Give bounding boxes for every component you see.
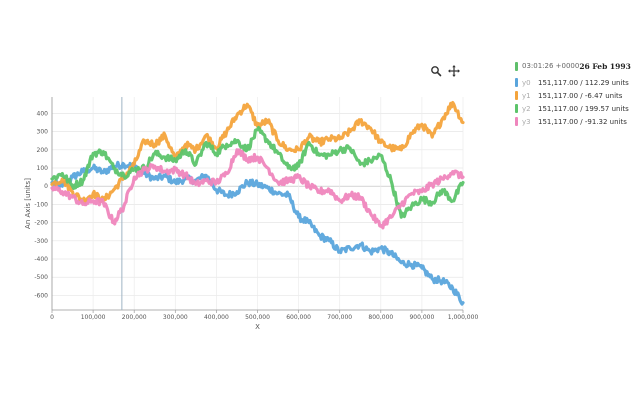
legend-item-y1[interactable]: y1 151,117.00 / -6.47 units xyxy=(515,89,631,102)
legend-series-value: 151,117.00 / -6.47 units xyxy=(538,91,623,100)
legend-swatch xyxy=(515,104,518,113)
legend-series-name: y1 xyxy=(522,91,531,100)
x-tick-label: 200,000 xyxy=(122,314,147,321)
legend-series-value: 151,117.00 / -91.32 units xyxy=(538,117,627,126)
legend-swatch xyxy=(515,117,518,126)
series-line-y2 xyxy=(50,125,465,219)
y-tick-label: -100 xyxy=(34,201,48,208)
x-tick-label: 0 xyxy=(50,314,54,321)
x-tick-label: 700,000 xyxy=(327,314,352,321)
legend-series-name: y2 xyxy=(522,104,531,113)
search-icon[interactable] xyxy=(430,65,442,77)
x-tick-label: 100,000 xyxy=(81,314,106,321)
x-axis-title: X xyxy=(255,323,260,331)
legend-swatch xyxy=(515,91,518,100)
axes xyxy=(51,97,464,313)
legend: 03:01:26 +0000 26 Feb 1993 y0 151,117.00… xyxy=(515,60,631,128)
legend-series-value: 151,117.00 / 112.29 units xyxy=(538,78,629,87)
move-icon[interactable] xyxy=(448,65,460,77)
legend-date: 26 Feb 1993 xyxy=(579,61,631,71)
y-axis-title: An Axis [units] xyxy=(24,178,32,229)
x-tick-label: 400,000 xyxy=(204,314,229,321)
x-tick-label: 900,000 xyxy=(409,314,434,321)
chart-toolbar xyxy=(430,65,460,77)
series-line-y1 xyxy=(50,100,465,205)
tick-labels: 400 300 200 100 0 -100 -200 -300 -400 -500 -600 0 10… xyxy=(34,110,478,321)
series-line-y3 xyxy=(50,148,465,230)
legend-header: 03:01:26 +0000 26 Feb 1993 xyxy=(515,60,631,72)
y-tick-label: -200 xyxy=(34,220,48,227)
x-tick-label: 300,000 xyxy=(163,314,188,321)
y-tick-label: 100 xyxy=(37,165,49,172)
y-tick-label: 400 xyxy=(37,110,49,117)
legend-swatch xyxy=(515,78,518,87)
x-tick-label: 600,000 xyxy=(286,314,311,321)
y-tick-label: -400 xyxy=(34,256,48,263)
y-tick-label: 0 xyxy=(44,183,48,190)
legend-header-swatch xyxy=(515,61,518,71)
legend-item-y2[interactable]: y2 151,117.00 / 199.57 units xyxy=(515,102,631,115)
x-tick-label: 800,000 xyxy=(368,314,393,321)
legend-series-value: 151,117.00 / 199.57 units xyxy=(538,104,629,113)
legend-item-y3[interactable]: y3 151,117.00 / -91.32 units xyxy=(515,115,631,128)
x-tick-label: 1,000,000 xyxy=(448,314,479,321)
x-tick-label: 500,000 xyxy=(245,314,270,321)
legend-time: 03:01:26 +0000 xyxy=(522,62,580,70)
y-tick-label: -600 xyxy=(34,292,48,299)
y-tick-label: 300 xyxy=(37,129,49,136)
y-tick-label: -300 xyxy=(34,238,48,245)
legend-item-y0[interactable]: y0 151,117.00 / 112.29 units xyxy=(515,76,631,89)
series-layer xyxy=(50,100,465,306)
y-tick-label: 200 xyxy=(37,147,49,154)
legend-series-name: y0 xyxy=(522,78,531,87)
y-tick-label: -500 xyxy=(34,274,48,281)
legend-series-name: y3 xyxy=(522,117,531,126)
series-line-y0 xyxy=(50,160,465,306)
